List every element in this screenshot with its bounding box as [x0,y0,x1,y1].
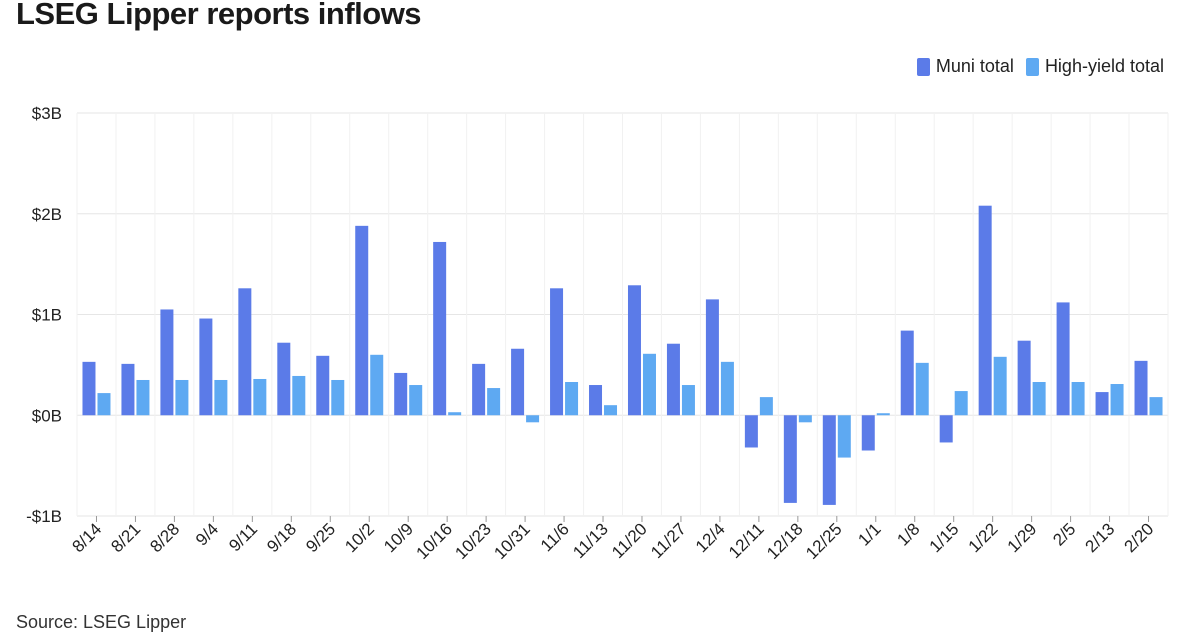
bar-high-yield [292,375,306,416]
y-tick-label: $3B [32,104,62,123]
x-tick-label: 11/20 [608,519,651,562]
x-tick-label: 11/13 [569,519,612,562]
bar-muni [744,415,758,448]
bar-muni [589,385,603,416]
x-tick-label: 1/29 [1004,519,1041,556]
x-tick-label: 1/8 [893,519,923,549]
bar-high-yield [565,382,579,416]
x-tick-label: 2/13 [1082,519,1119,556]
legend-item-muni[interactable]: Muni total [916,56,1014,77]
x-tick-label: 9/18 [263,519,300,556]
x-tick-label: 11/27 [647,519,690,562]
x-tick-label: 12/18 [763,519,807,563]
x-tick-label: 1/15 [926,519,963,556]
bar-muni [978,205,992,416]
bar-high-yield [837,415,851,458]
bar-muni [900,330,914,416]
bar-high-yield [604,405,618,416]
x-tick-label: 12/25 [802,519,846,563]
bar-muni [1017,340,1031,416]
bar-high-yield [681,385,695,416]
x-tick-label: 9/4 [192,519,222,549]
y-tick-label: -$1B [26,507,62,526]
legend-swatch-muni [916,57,930,76]
bar-high-yield [253,378,267,416]
bar-muni [121,363,135,416]
bar-muni [1056,302,1070,416]
bar-high-yield [759,397,773,416]
bar-muni [939,415,953,443]
bar-high-yield [331,379,345,416]
bar-high-yield [720,361,734,416]
bar-high-yield [97,393,111,416]
x-tick-label: 10/23 [451,519,495,563]
bar-high-yield [448,412,462,416]
bar-high-yield [1110,384,1124,416]
bar-high-yield [370,354,384,416]
bar-muni [705,299,719,416]
bar-muni [433,241,447,416]
bar-muni [822,415,836,505]
x-tick-label: 8/21 [107,519,144,556]
bar-muni [511,348,525,416]
x-tick-label: 9/11 [225,519,261,555]
bar-muni [394,372,408,416]
x-tick-label: 8/14 [68,519,105,556]
bar-muni [666,343,680,416]
bar-high-yield [175,379,189,416]
bar-high-yield [487,388,501,416]
x-tick-label: 2/20 [1121,519,1158,556]
x-tick-label: 11/6 [537,519,573,555]
legend-label-muni: Muni total [935,56,1014,76]
x-tick-label: 10/31 [490,519,534,563]
y-tick-label: $1B [32,306,62,325]
x-tick-label: 8/28 [146,519,183,556]
bar-high-yield [993,356,1007,416]
bar-muni [550,288,564,416]
bar-high-yield [1149,397,1163,416]
bar-muni [199,318,213,416]
x-tick-label: 2/5 [1049,519,1079,549]
x-tick-label: 10/16 [412,519,456,563]
bar-muni [861,415,875,451]
bar-muni [1095,392,1109,416]
bar-muni [472,363,486,416]
chart-title: LSEG Lipper reports inflows [16,0,422,31]
x-tick-label: 10/9 [380,519,417,556]
y-tick-label: $0B [32,406,62,425]
x-tick-label: 12/11 [725,519,768,562]
bar-high-yield [642,353,656,416]
bar-muni [783,415,797,503]
bar-high-yield [1071,382,1085,416]
legend-item-high-yield[interactable]: High-yield total [1025,56,1164,77]
bar-muni [277,342,291,416]
x-tick-label: 1/1 [854,519,884,549]
x-tick-label: 1/22 [965,519,1002,556]
bar-muni [82,361,96,416]
bar-high-yield [526,415,540,423]
x-tick-label: 10/2 [341,519,378,556]
bar-muni [355,225,369,416]
bar-muni [160,309,174,416]
bar-high-yield [876,413,890,416]
legend-label-high-yield: High-yield total [1044,56,1164,76]
source-note: Source: LSEG Lipper [16,612,187,632]
bar-high-yield [954,391,968,416]
y-tick-label: $2B [32,205,62,224]
x-tick-label: 9/25 [302,519,339,556]
bar-high-yield [214,379,228,416]
bar-high-yield [409,385,423,416]
bar-muni [627,285,641,416]
bar-muni [238,288,252,416]
chart-legend: Muni total High-yield total [905,56,1164,77]
bar-muni [1134,360,1148,416]
bar-high-yield [798,415,812,423]
bar-high-yield [136,379,150,416]
legend-swatch-high-yield [1025,57,1039,76]
bar-high-yield [1032,382,1046,416]
bar-high-yield [915,362,929,416]
x-tick-label: 12/4 [692,519,729,556]
bar-muni [316,355,330,416]
